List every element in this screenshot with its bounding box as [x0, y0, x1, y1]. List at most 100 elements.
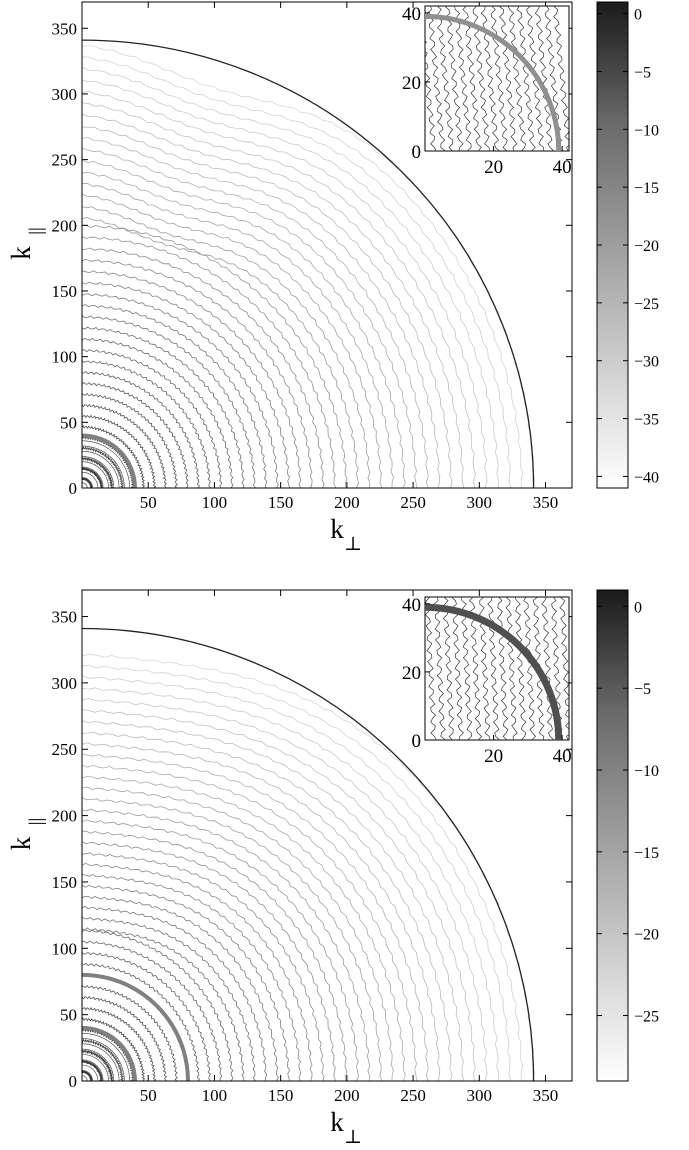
- contour-line: [82, 236, 337, 488]
- contour-line: [82, 653, 536, 1081]
- y-tick-label: 250: [52, 151, 78, 170]
- inset-frame: [424, 5, 570, 152]
- inset-contour-line: [534, 6, 554, 151]
- x-axis-label: k: [330, 1107, 344, 1137]
- contour-line: [82, 91, 488, 488]
- axes-frame: [81, 1, 573, 489]
- contour-line: [82, 370, 200, 488]
- contour-line: [82, 862, 313, 1081]
- inset-contour-line: [559, 597, 569, 740]
- colorbar-tick-label: −25: [634, 296, 659, 313]
- contour-line: [82, 247, 325, 488]
- colorbar-tick-label: −15: [634, 845, 659, 862]
- y-tick-label: 200: [52, 807, 78, 826]
- contour-line: [82, 304, 268, 488]
- contour-line: [82, 56, 524, 488]
- contour-line: [82, 1070, 93, 1081]
- contour-line-inner: [82, 466, 104, 488]
- y-tick-label: 0: [69, 479, 78, 498]
- contour-line: [82, 896, 279, 1081]
- inset-contour-line: [451, 597, 464, 740]
- contour-line: [82, 742, 441, 1081]
- colorbar-tick-label: −25: [634, 1009, 659, 1026]
- inset-y-tick-label: 0: [412, 142, 422, 163]
- x-tick-label: 100: [202, 493, 228, 512]
- x-tick-label: 150: [268, 493, 294, 512]
- contour-line: [82, 403, 168, 488]
- inset-contour-line: [514, 597, 527, 740]
- contour-line: [82, 797, 383, 1081]
- contour-group: [82, 39, 536, 488]
- colorbar-tick-label: 0: [634, 7, 642, 24]
- y-tick-label: 100: [52, 348, 78, 367]
- y-tick-label: 50: [60, 1006, 77, 1025]
- contour-line: [82, 80, 500, 488]
- inset-contour-line: [505, 597, 518, 740]
- y-tick-label: 50: [60, 413, 77, 432]
- contour-line: [82, 102, 476, 488]
- contour-line: [82, 445, 125, 488]
- x-axis-label-subscript: ⊥: [344, 1127, 362, 1148]
- contour-line: [82, 126, 453, 488]
- contour-line-inner: [82, 445, 125, 488]
- inset-contour-line: [523, 597, 536, 740]
- colorbar-gradient: [596, 589, 629, 1082]
- inset-contour-line: [444, 6, 464, 151]
- contour-line: [82, 951, 212, 1081]
- contour-line: [82, 147, 429, 488]
- contour-line: [82, 293, 279, 488]
- contour-line: [82, 808, 371, 1081]
- contour-line: [82, 731, 453, 1081]
- colorbar-tick-label: −30: [634, 354, 659, 371]
- contour-line-inner: [82, 461, 109, 488]
- contour-line: [82, 466, 104, 488]
- panel-2: 50 100 150 200 250 300 35005010015020025030035…: [6, 589, 659, 1148]
- contour-line-inner: [82, 1059, 104, 1081]
- contour-line: [82, 193, 383, 488]
- x-tick-label: 100: [202, 1086, 228, 1105]
- contour-line: [82, 786, 394, 1081]
- colorbar-tick-label: −20: [634, 238, 659, 255]
- contour-line: [82, 664, 524, 1081]
- inset-y-tick-label: 20: [402, 663, 421, 684]
- inset-contour-line: [462, 6, 482, 151]
- colorbar-tick-label: −10: [634, 763, 659, 780]
- inset-y-tick-label: 0: [412, 731, 422, 752]
- inset-y-tick-label: 40: [402, 4, 421, 25]
- contour-line-inner: [82, 450, 120, 488]
- contour-line: [82, 258, 313, 488]
- contour-line: [82, 709, 476, 1081]
- y-axis-label-subscript: ||: [26, 227, 47, 235]
- inset-contour-line: [487, 597, 500, 740]
- x-axis-label-subscript: ⊥: [344, 534, 362, 555]
- y-axis-label: k: [6, 246, 36, 260]
- colorbar-tick-label: −5: [634, 64, 651, 81]
- contour-line: [82, 841, 337, 1081]
- inset-contours: [425, 597, 569, 740]
- colorbar: 0 −5 −10 −15 −20 −25: [596, 589, 659, 1082]
- contour-line: [82, 764, 418, 1081]
- y-axis-label-subscript: ||: [26, 818, 47, 826]
- x-tick-label: 50: [140, 1086, 157, 1105]
- x-tick-label: 350: [533, 1086, 559, 1105]
- contour-line: [82, 1059, 104, 1081]
- inner-circle: [82, 1025, 137, 1081]
- contour-line: [82, 171, 406, 488]
- x-tick-label: 300: [467, 493, 493, 512]
- colorbar: 0 −5 −10 −15 −20 −25 −30 −35 −40: [596, 1, 659, 489]
- inset-contour-line: [442, 597, 455, 740]
- contour-line-inner: [82, 1038, 125, 1081]
- inset-contour-line: [436, 6, 454, 151]
- contour-line: [82, 927, 245, 1081]
- inset-contour-line: [497, 597, 509, 740]
- contour-line: [82, 830, 348, 1081]
- contour-line-inner: [82, 1070, 93, 1081]
- contour-line-inner: [82, 1064, 99, 1081]
- colorbar-tick-label: −5: [634, 681, 651, 698]
- contour-line: [82, 1007, 157, 1081]
- x-tick-label: 200: [334, 1086, 360, 1105]
- inset-contour-line: [552, 6, 569, 151]
- contour-line: [82, 1028, 135, 1081]
- contour-line: [82, 381, 189, 488]
- contour-line: [82, 873, 302, 1081]
